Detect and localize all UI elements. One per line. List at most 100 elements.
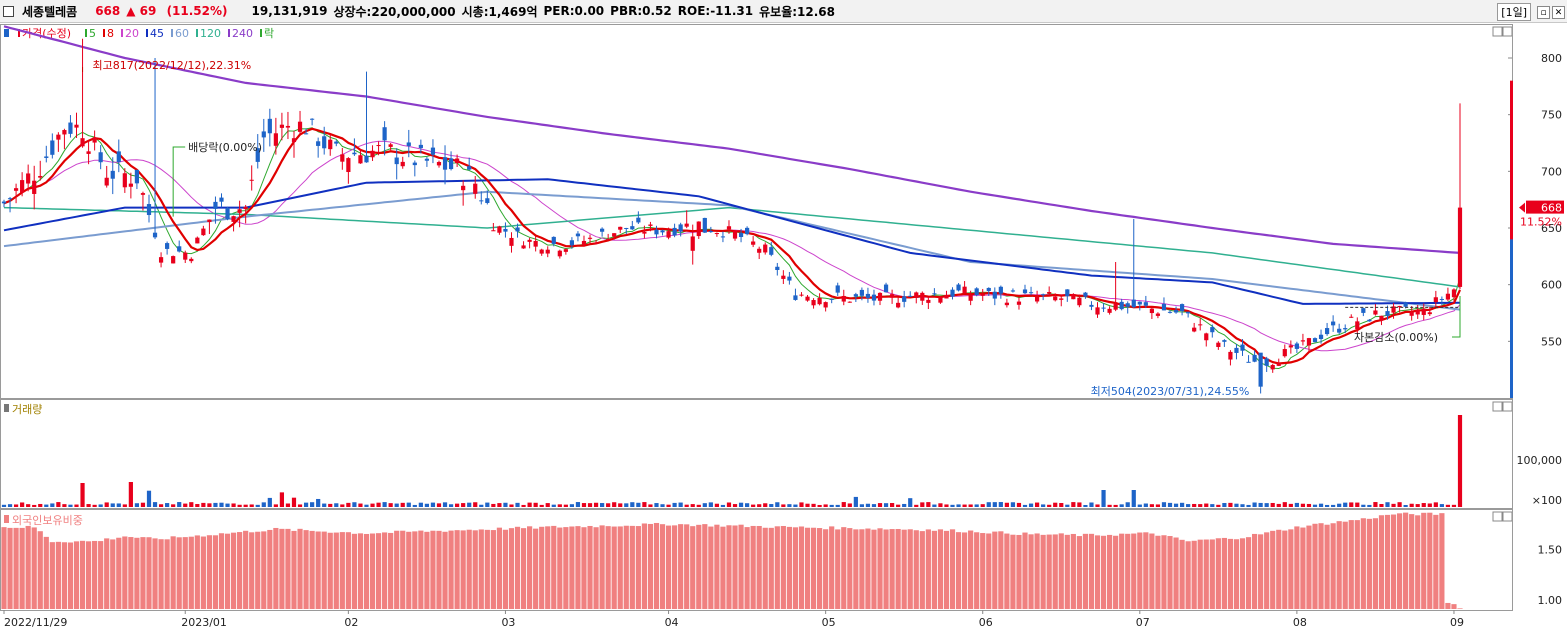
price-tick-label: 750 [1541,109,1562,122]
foreign-ratio-bar [116,537,122,609]
foreign-ratio-bar [79,540,86,609]
volume-bar [998,502,1003,507]
volume-bar [666,504,671,507]
volume-bar [618,503,623,507]
candle-body [1149,308,1154,314]
volume-bar [1143,503,1148,507]
volume-bar [871,504,877,507]
foreign-ratio-bar [1100,535,1107,609]
legend-swatch-7 [228,29,230,37]
volume-bar [1312,504,1318,507]
candle-body [467,166,472,170]
candle-body [485,198,490,203]
volume-bar [370,503,375,507]
foreign-ratio-bar [194,535,200,609]
candle-body [1252,354,1257,362]
foreign-ratio-bar [158,539,164,609]
x-tick-label: 02 [344,616,358,629]
volume-tick-label: ×100 [1532,494,1562,507]
volume-bar [1192,503,1197,507]
foreign-ratio-bar [267,529,273,609]
volume-bar [720,504,726,507]
foreign-ratio-bar [333,532,339,609]
volume-bar [334,503,339,507]
price-change: ▲ 69 (11.52%) [126,4,233,18]
volume-bar [630,502,635,507]
candle-body [545,249,550,254]
volume-bar [587,503,593,507]
foreign-ratio-bar [339,532,345,609]
volume-bar [479,504,484,507]
volume-bar [503,502,508,507]
current-price-tag [1526,200,1564,214]
foreign-ratio-bar [798,526,805,609]
stock-name[interactable]: 세종텔레콤 [22,4,78,19]
candle-body [394,157,399,165]
candle-body [787,276,792,281]
period-selector[interactable]: [1일] [1497,3,1531,21]
volume-bar [237,504,242,507]
foreign-ratio-bar [31,527,37,609]
foreign-ratio-bar [732,525,738,609]
volume-bar [1004,502,1009,507]
foreign-ratio-bar [61,542,68,609]
candle-body [261,131,266,138]
candle-body [86,151,91,154]
volume-bar [219,502,224,507]
foreign-ratio-bar [255,531,261,609]
foreign-ratio-bar [1258,534,1264,609]
foreign-ratio-bar [998,531,1004,609]
candle-body [1089,304,1094,307]
x-tick-label: 07 [1136,616,1150,629]
foreign-ratio-bar [315,531,321,609]
legend-label-0: 가격(수정) [22,27,71,40]
volume-bar [962,504,967,507]
candle-body [702,217,707,233]
candle-body [92,137,97,143]
volume-bar [50,503,55,507]
candle-body [195,237,200,244]
candle-body [660,230,665,233]
foreign-ratio-bar [823,529,829,609]
legend-swatch-8 [260,29,262,37]
ma5-line [3,127,1461,370]
volume-bar [177,502,182,507]
candle-body [781,275,786,279]
candle-body [1439,298,1444,300]
x-tick-label: 08 [1293,616,1307,629]
volume-bar [545,503,550,507]
foreign-ratio-bar [665,525,672,609]
volume-bar [684,504,689,507]
panel-close-icon [1502,26,1513,37]
foreign-ratio-bar [170,536,176,609]
candle-body [158,257,164,263]
market-cap-stat: 시총:1,469억 [461,4,538,19]
candle-body [340,154,345,162]
volume-bar [1222,502,1227,507]
foreign-ratio-bar [762,527,768,609]
close-icon[interactable]: ✕ [1552,5,1565,19]
candle-body [98,152,103,163]
candle-body [279,124,285,128]
volume-bar [430,502,436,507]
minimize-icon[interactable]: ▫ [1537,5,1550,19]
volume-bar [442,502,448,507]
candle-body [1264,358,1269,366]
candle-body [932,293,937,295]
volume-bar [726,502,732,507]
volume-bar [400,502,405,507]
volume-bar [285,503,291,507]
select-checkbox[interactable] [3,5,14,17]
volume-bar [763,503,768,507]
volume-bar [732,504,738,507]
candle-body [20,180,25,193]
panel-close-icon [1502,511,1513,522]
foreign-ratio-bar [974,532,980,609]
volume-bar [1282,502,1287,507]
foreign-ratio-bar [1137,532,1143,609]
panel-minimize-icon [1492,26,1503,37]
volume-bar [497,503,502,507]
volume-bar [448,504,454,507]
candle-body [473,183,478,194]
listed-shares-stat: 상장수:220,000,000 [333,4,456,19]
